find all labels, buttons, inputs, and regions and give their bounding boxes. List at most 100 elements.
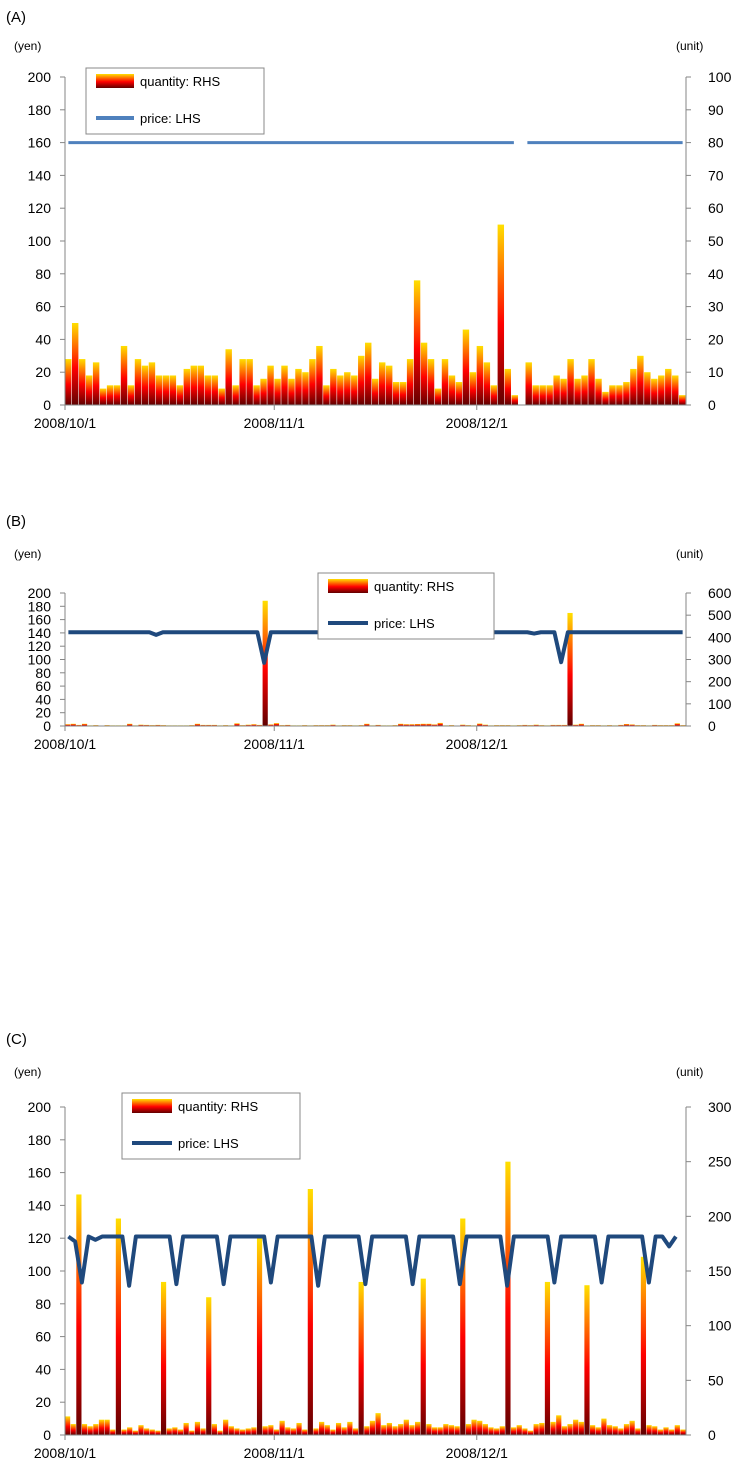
- quantity-bar: [128, 385, 134, 405]
- quantity-bar: [449, 375, 455, 405]
- quantity-bar: [602, 392, 608, 405]
- quantity-bar: [198, 366, 204, 405]
- y-right-tick-label: 100: [708, 1318, 732, 1334]
- quantity-bar: [635, 1428, 640, 1435]
- chart-panel-b: (B) (yen) (unit) 02040608010012014016018…: [6, 513, 732, 752]
- quantity-bar: [163, 375, 169, 405]
- quantity-bar: [260, 379, 266, 405]
- legend-price-label-b: price: LHS: [374, 616, 435, 631]
- y-right-tick-label: 300: [708, 1099, 732, 1115]
- quantity-bar: [82, 1424, 87, 1435]
- quantity-bar: [601, 1419, 606, 1435]
- quantity-bar: [114, 385, 120, 405]
- quantity-bar: [232, 385, 238, 405]
- quantity-bar: [432, 1427, 437, 1435]
- legend-c: quantity: RHS price: LHS: [122, 1093, 300, 1159]
- quantity-bar: [652, 1426, 657, 1435]
- quantity-bar: [107, 385, 113, 405]
- quantity-bar: [149, 362, 155, 405]
- quantity-bar: [189, 1431, 194, 1435]
- quantity-bar: [584, 1285, 589, 1435]
- quantity-bar: [562, 1426, 567, 1435]
- quantity-bar: [200, 1428, 205, 1435]
- quantity-bar: [253, 385, 259, 405]
- quantity-bar: [313, 1428, 318, 1435]
- quantity-bar: [477, 346, 483, 405]
- quantity-bar: [364, 1426, 369, 1435]
- panel-label-a: (A): [6, 9, 26, 26]
- quantity-bar: [663, 1427, 668, 1435]
- quantity-bar: [414, 280, 420, 405]
- quantity-bar: [257, 1238, 262, 1435]
- quantity-bar: [630, 1421, 635, 1435]
- y-left-tick-label: 200: [28, 69, 52, 85]
- y-left-unit-b: (yen): [14, 547, 41, 561]
- quantity-bar: [539, 385, 545, 405]
- y-right-tick-label: 50: [708, 233, 724, 249]
- y-left-tick-label: 40: [35, 1361, 51, 1377]
- quantity-bar: [669, 1430, 674, 1435]
- y-right-tick-label: 150: [708, 1263, 732, 1279]
- quantity-bar: [295, 369, 301, 405]
- y-right-tick-label: 50: [708, 1372, 724, 1388]
- quantity-bar: [246, 1428, 251, 1435]
- quantity-bar: [217, 1431, 222, 1435]
- quantity-bar: [376, 1413, 381, 1435]
- quantity-bar: [637, 356, 643, 405]
- quantity-bar: [212, 375, 218, 405]
- y-left-tick-label: 200: [28, 1099, 52, 1115]
- quantity-bar: [488, 1427, 493, 1435]
- quantity-bar: [415, 1422, 420, 1435]
- quantity-bar: [421, 1279, 426, 1435]
- quantity-bar: [358, 356, 364, 405]
- quantity-bar: [393, 382, 399, 405]
- quantity-bar: [438, 1427, 443, 1435]
- quantity-bar: [184, 1423, 189, 1435]
- quantity-bar: [229, 1426, 234, 1435]
- quantity-bar: [491, 385, 497, 405]
- quantity-bar: [285, 1427, 290, 1435]
- quantity-bar: [359, 1282, 364, 1435]
- quantity-bar: [323, 385, 329, 405]
- y-left-tick-label: 120: [28, 200, 52, 216]
- quantity-bar: [93, 1424, 98, 1435]
- quantity-bar: [581, 375, 587, 405]
- y-right-tick-label: 100: [708, 696, 732, 712]
- quantity-bar: [573, 1420, 578, 1435]
- quantity-bar: [466, 1424, 471, 1435]
- quantity-bar: [88, 1426, 93, 1435]
- y-left-tick-label: 60: [35, 299, 51, 315]
- price-line: [68, 1237, 676, 1286]
- y-left-tick-label: 100: [28, 1263, 52, 1279]
- y-left-tick-label: 140: [28, 167, 52, 183]
- quantity-bar: [528, 1431, 533, 1435]
- legend-bar-swatch-b: [328, 579, 368, 593]
- chart-panel-a: (A) (yen) (unit) 02040608010012014016018…: [6, 9, 732, 431]
- quantity-bar: [155, 1431, 160, 1435]
- quantity-bar: [607, 1425, 612, 1435]
- quantity-bar: [658, 1430, 663, 1435]
- y-left-unit-a: (yen): [14, 39, 41, 53]
- x-tick-label: 2008/10/1: [34, 1445, 96, 1461]
- quantity-bar: [195, 1422, 200, 1435]
- quantity-bar: [539, 1423, 544, 1435]
- quantity-bar: [483, 1424, 488, 1435]
- y-right-unit-a: (unit): [676, 39, 703, 53]
- quantity-bar: [184, 369, 190, 405]
- quantity-bar: [344, 372, 350, 405]
- quantity-bar: [553, 375, 559, 405]
- quantity-bar: [658, 375, 664, 405]
- quantity-bar: [556, 1415, 561, 1435]
- y-right-tick-label: 0: [708, 397, 716, 413]
- quantity-bar: [353, 1428, 358, 1435]
- y-left-tick-label: 40: [35, 331, 51, 347]
- y-left-tick-label: 100: [28, 233, 52, 249]
- quantity-bar: [205, 375, 211, 405]
- quantity-bar: [100, 389, 106, 405]
- quantity-bar: [219, 389, 225, 405]
- quantity-bar: [274, 379, 280, 405]
- y-left-tick-label: 160: [28, 1165, 52, 1181]
- y-right-tick-label: 0: [708, 1427, 716, 1443]
- quantity-bar: [641, 1257, 646, 1435]
- y-left-tick-label: 120: [28, 1230, 52, 1246]
